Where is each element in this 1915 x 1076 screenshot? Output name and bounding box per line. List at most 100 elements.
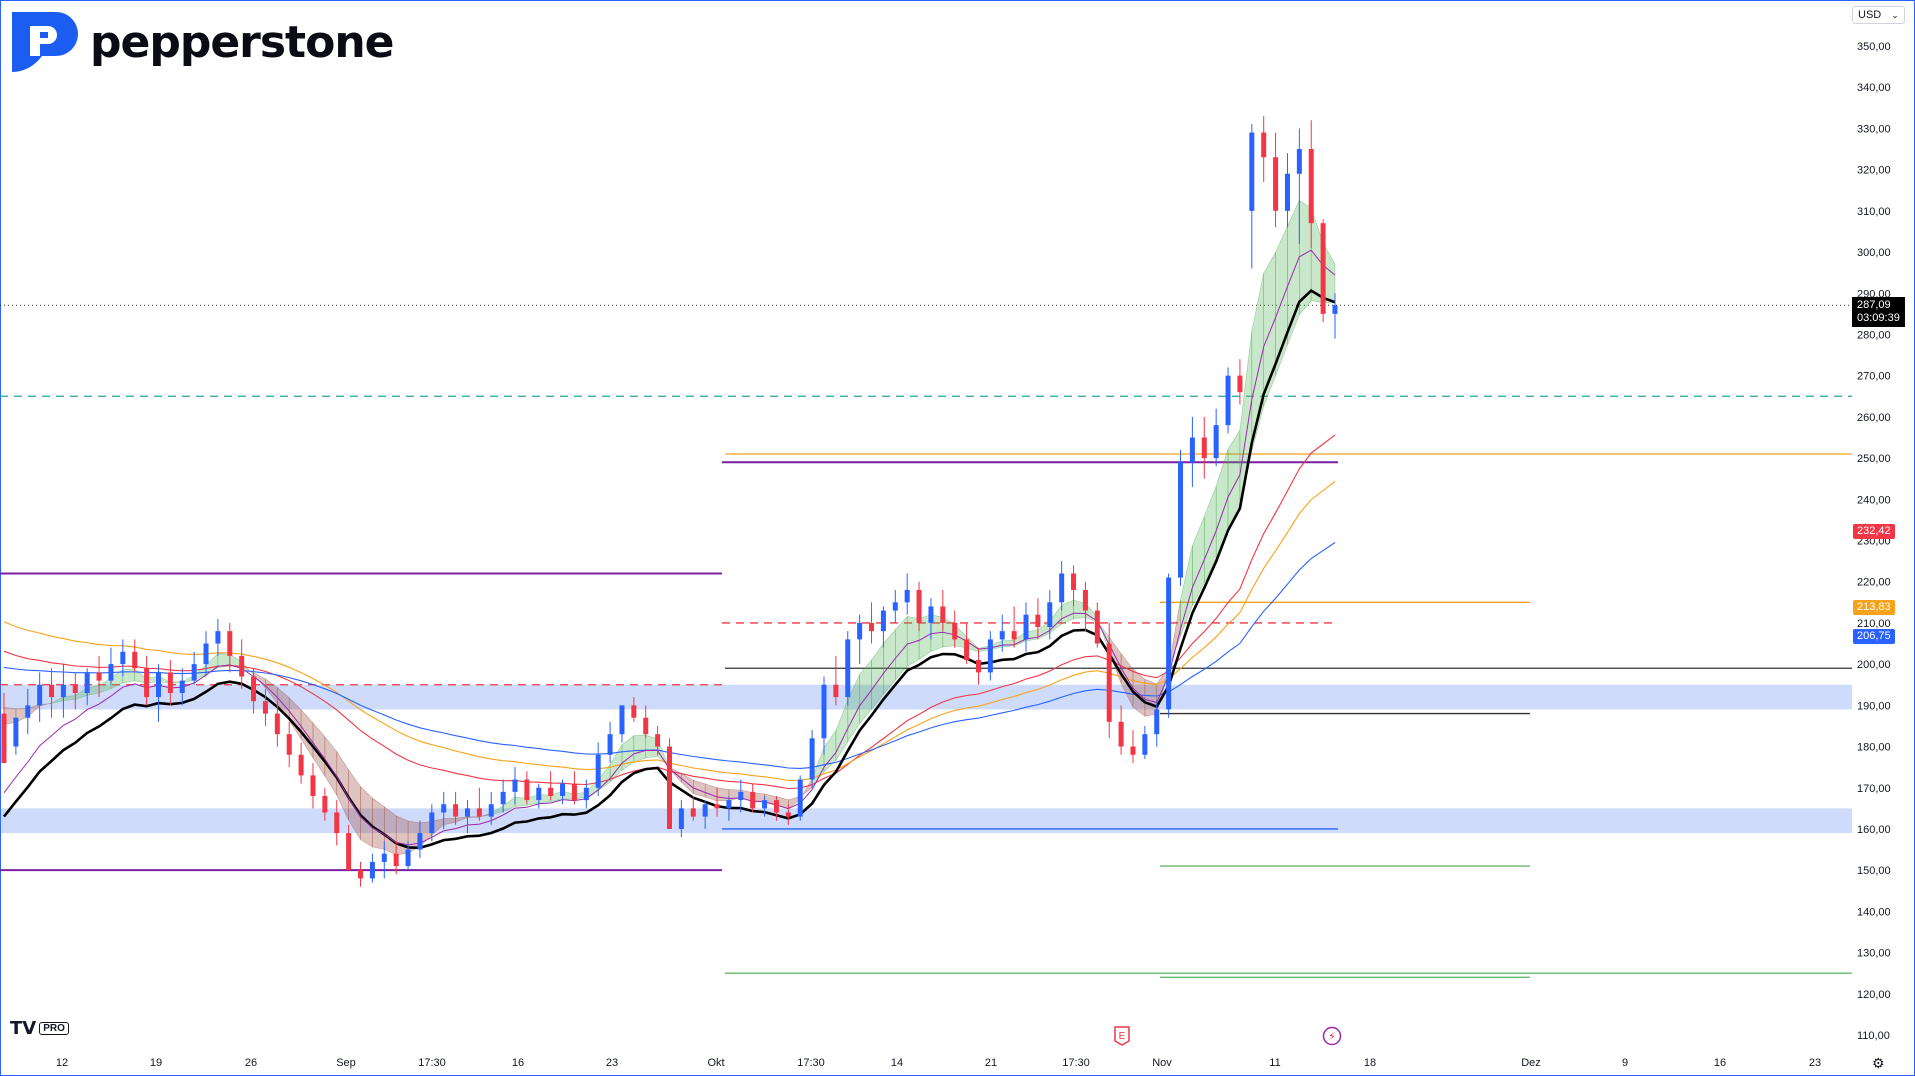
candle-body	[952, 622, 958, 640]
candle-body	[548, 787, 554, 796]
candle-body	[262, 701, 268, 714]
trend-cloud-segment	[1227, 429, 1241, 532]
candle-body	[1130, 746, 1136, 755]
candle-body	[191, 664, 197, 681]
x-tick-label: 16	[512, 1057, 524, 1069]
candle-body	[239, 655, 245, 677]
candle-body	[381, 853, 387, 862]
candle-body	[1071, 573, 1077, 590]
candle-body	[975, 660, 981, 673]
candle-body	[334, 812, 340, 834]
y-tick-label: 130,00	[1857, 948, 1891, 960]
price-tag-red: 232,42	[1853, 523, 1895, 539]
candle-body	[72, 684, 78, 693]
candle-body	[762, 800, 768, 809]
candle-body	[1189, 437, 1195, 463]
candle-body	[607, 734, 613, 755]
x-tick-label: Sep	[336, 1057, 356, 1069]
price-tag-blue: 206,75	[1853, 629, 1895, 645]
trend-cloud-segment	[372, 797, 385, 850]
trend-cloud-segment	[883, 628, 896, 695]
candle-body	[1094, 610, 1100, 644]
y-tick-label: 260,00	[1857, 412, 1891, 424]
candle-body	[655, 734, 661, 747]
y-tick-label: 140,00	[1857, 906, 1891, 918]
brand-name: pepperstone	[90, 16, 394, 68]
candle-body	[512, 779, 518, 792]
candle-body	[108, 664, 114, 681]
candle-body	[405, 849, 411, 867]
split-icon[interactable]: ⚡	[1322, 1026, 1342, 1046]
y-tick-label: 220,00	[1857, 577, 1891, 589]
x-tick-label: 19	[150, 1057, 162, 1069]
candle-body	[453, 804, 459, 817]
tradingview-logo: TV	[10, 1018, 37, 1039]
candle-body	[571, 783, 577, 801]
bar-countdown: 03:09:39	[1857, 312, 1900, 324]
candle-body	[999, 631, 1005, 640]
candle-body	[96, 672, 102, 681]
candles-layer	[1, 116, 1338, 887]
x-tick-label: 21	[985, 1057, 997, 1069]
candle-body	[1225, 375, 1231, 426]
x-tick-label: 16	[1714, 1057, 1726, 1069]
candle-body	[583, 787, 589, 801]
support-zone	[0, 684, 1852, 710]
candle-body	[1106, 643, 1112, 722]
split-label: ⚡	[1328, 1030, 1336, 1043]
trend-cloud-segment	[395, 815, 409, 856]
y-tick-label: 110,00	[1857, 1030, 1890, 1042]
x-tick-label: 17:30	[418, 1057, 446, 1069]
candle-body	[310, 775, 316, 796]
x-tick-label: 18	[1364, 1057, 1376, 1069]
x-tick-label: Nov	[1152, 1057, 1172, 1069]
candle-body	[13, 717, 19, 747]
tradingview-badge[interactable]: TV PRO	[10, 1018, 69, 1039]
candle-body	[726, 800, 732, 809]
y-tick-label: 210,00	[1857, 618, 1891, 630]
earnings-icon[interactable]: E	[1113, 1026, 1131, 1046]
candle-body	[880, 610, 886, 632]
candle-body	[227, 631, 233, 656]
candle-body	[1178, 462, 1184, 578]
y-tick-label: 180,00	[1857, 742, 1891, 754]
currency-selector[interactable]: USD ⌄	[1852, 6, 1905, 24]
candle-body	[155, 672, 161, 698]
y-tick-label: 240,00	[1857, 494, 1891, 506]
candle-body	[904, 589, 910, 603]
candle-body	[536, 787, 542, 801]
ema-red-line	[3, 434, 1336, 790]
candle-body	[1213, 425, 1219, 459]
time-axis: 12 19 26 Sep 17:30 16 23 Okt 17:30 14 21 17:30 Nov 11…	[56, 1057, 1821, 1069]
ema-orange-line	[3, 481, 1336, 781]
gear-icon[interactable]: ⚙	[1872, 1055, 1885, 1071]
candle-body	[464, 808, 470, 817]
trend-cloud-segment	[1061, 599, 1074, 625]
candle-body	[286, 734, 292, 755]
pepperstone-logo: pepperstone	[4, 8, 394, 76]
candle-body	[37, 684, 43, 706]
candle-body	[595, 754, 601, 788]
y-tick-label: 310,00	[1857, 206, 1891, 218]
y-tick-label: 350,00	[1857, 41, 1891, 53]
earnings-label: E	[1119, 1031, 1126, 1042]
candle-body	[1332, 305, 1338, 314]
trend-cloud-segment	[621, 735, 635, 771]
candle-body	[631, 705, 637, 718]
candle-body	[251, 676, 257, 702]
candle-body	[1023, 614, 1029, 640]
candle-body	[476, 808, 482, 817]
y-tick-label: 120,00	[1857, 989, 1891, 1001]
candle-body	[987, 639, 993, 673]
candle-body	[49, 684, 55, 698]
y-tick-label: 190,00	[1857, 700, 1891, 712]
candle-body	[60, 684, 66, 698]
x-tick-label: 23	[1809, 1057, 1821, 1069]
candle-body	[678, 808, 684, 829]
candle-body	[84, 672, 90, 693]
candle-body	[940, 606, 946, 623]
y-tick-label: 150,00	[1857, 865, 1891, 877]
candle-body	[1, 713, 7, 764]
trend-cloud-segment	[1251, 273, 1264, 452]
